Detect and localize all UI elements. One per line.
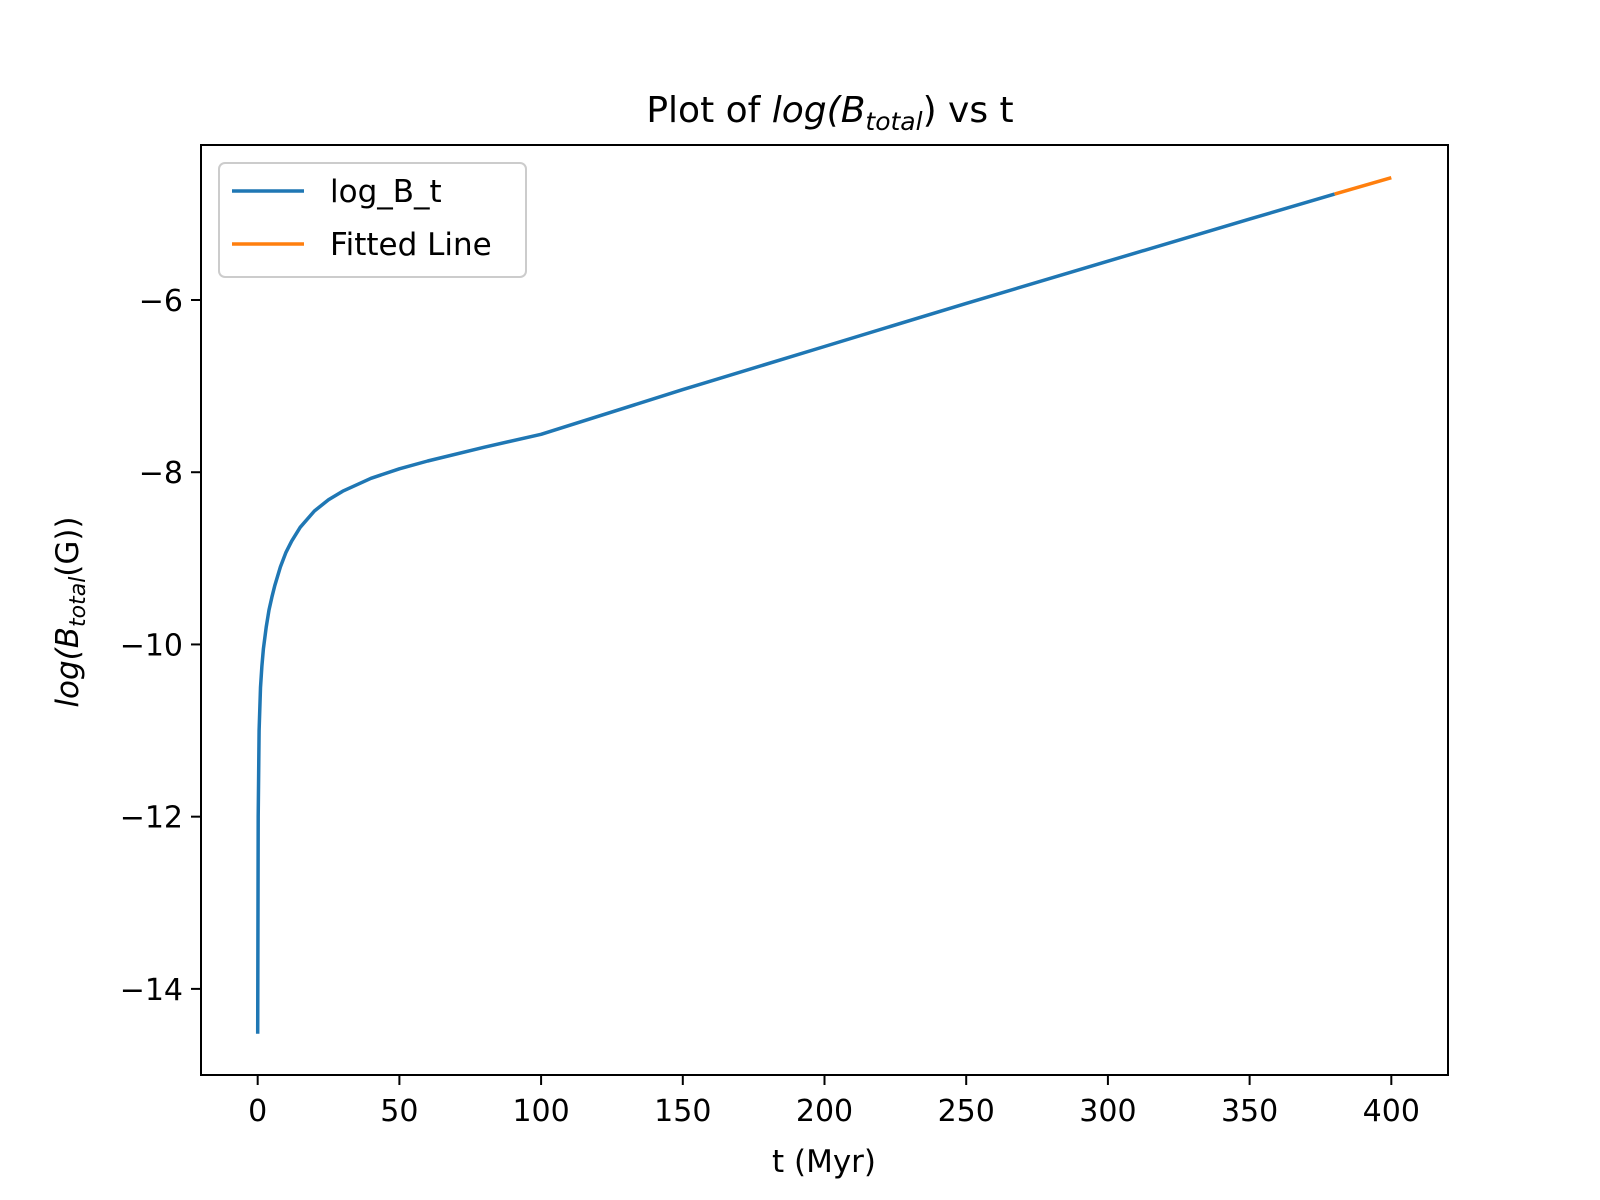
x-tick-label: 250 [938, 1094, 995, 1129]
series-line-fitted-line [1334, 176, 1392, 196]
x-tick-label: 0 [248, 1094, 267, 1129]
y-tick-label: −6 [139, 284, 183, 319]
y-tick-label: −8 [139, 456, 183, 491]
y-tick-label: −12 [120, 801, 183, 836]
plot-area [255, 176, 1392, 1034]
y-axis: −6 −8 −10 −12 −14 [120, 284, 201, 1008]
x-tick-label: 300 [1079, 1094, 1136, 1129]
legend-label-fitted-line: Fitted Line [330, 227, 492, 263]
legend: log_B_t Fitted Line [218, 162, 527, 278]
y-tick-label: −14 [120, 973, 183, 1008]
x-axis: 0 50 100 150 200 250 300 350 400 [248, 1075, 1420, 1129]
series-line-log-b-t [255, 192, 1336, 1034]
x-axis-label: t (Myr) [772, 1144, 876, 1180]
x-tick-label: 150 [654, 1094, 711, 1129]
x-tick-label: 50 [380, 1094, 418, 1129]
y-axis-label: log(Btotal(G)) [50, 516, 91, 707]
x-tick-label: 200 [796, 1094, 853, 1129]
chart-title: Plot of log(Btotal) vs t [646, 90, 1013, 136]
x-tick-label: 400 [1363, 1094, 1420, 1129]
plot-frame [200, 144, 1449, 1076]
x-tick-label: 100 [512, 1094, 569, 1129]
x-tick-label: 350 [1221, 1094, 1278, 1129]
y-tick-label: −10 [120, 628, 183, 663]
legend-label-log-b-t: log_B_t [330, 174, 442, 210]
